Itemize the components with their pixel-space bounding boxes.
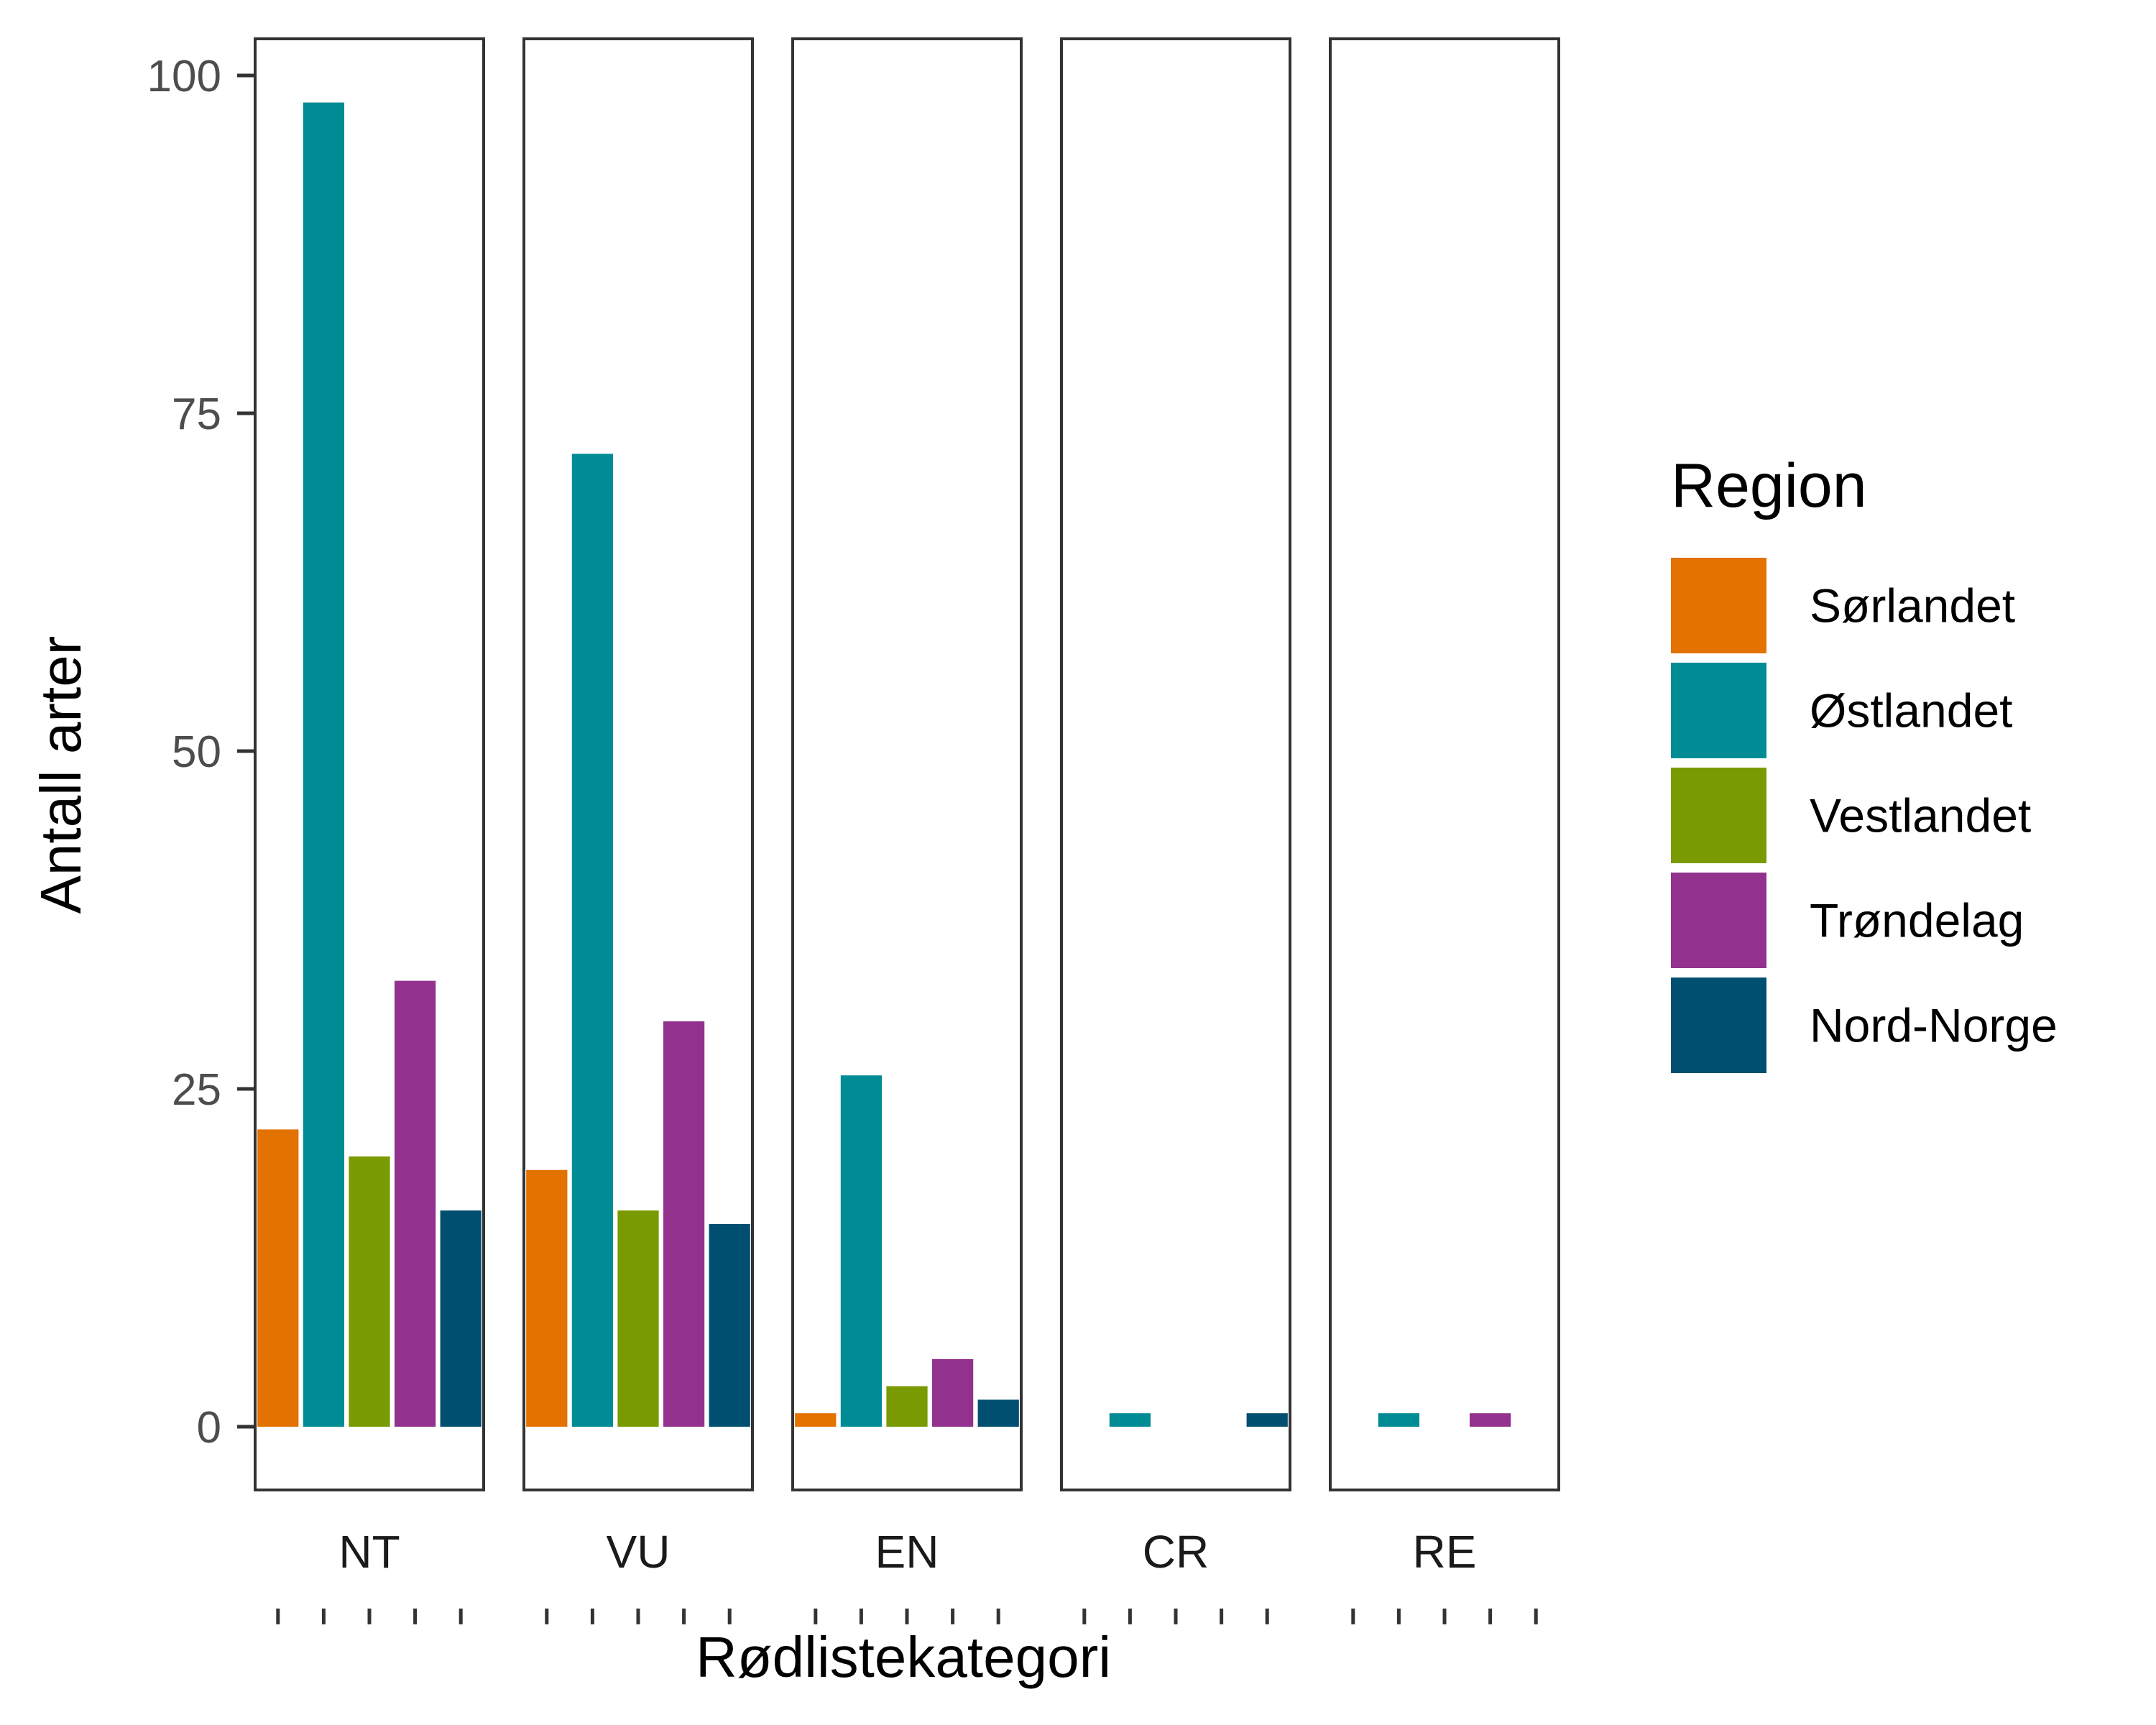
bar-vu-5 [709, 1224, 750, 1427]
y-axis-title: Antall arter [29, 636, 93, 914]
legend: Region Sørlandet Østlandet Vestlandet Trønd… [1671, 451, 2058, 1073]
x-axis-title: Rødlistekategori [696, 1625, 1111, 1689]
y-tick-label: 50 [172, 727, 221, 777]
legend-key-1 [1671, 558, 1766, 653]
facet-panel-re: RE [1329, 37, 1560, 1624]
bar-re-4 [1469, 1413, 1511, 1427]
legend-key-5 [1671, 978, 1766, 1073]
bar-vu-1 [526, 1169, 568, 1427]
facet-panel-nt: NT [254, 37, 485, 1624]
bar-en-5 [977, 1399, 1019, 1427]
bar-en-3 [886, 1386, 928, 1427]
legend-label: Trøndelag [1810, 894, 2024, 947]
legend-label: Vestlandet [1810, 789, 2031, 842]
legend-key-2 [1671, 663, 1766, 758]
panel-border [1060, 37, 1291, 1491]
legend-label: Østlandet [1810, 684, 2013, 737]
bar-en-1 [795, 1413, 837, 1427]
bar-nt-4 [394, 980, 436, 1427]
legend-label: Sørlandet [1810, 579, 2015, 632]
facet-label: NT [338, 1526, 400, 1578]
panel-border [791, 37, 1023, 1491]
legend-key-3 [1671, 768, 1766, 863]
panel-border [522, 37, 754, 1491]
bar-vu-3 [617, 1210, 659, 1427]
y-axis: 0 25 50 75 100 [147, 52, 255, 1453]
facet-panel-en: EN [791, 37, 1023, 1624]
panel-border [254, 37, 485, 1491]
legend-label: Nord-Norge [1810, 999, 2058, 1052]
y-tick-label: 75 [172, 390, 221, 439]
facet-panel-vu: VU [522, 37, 754, 1624]
legend-title: Region [1671, 451, 1867, 520]
bar-nt-2 [303, 102, 345, 1427]
bar-nt-1 [257, 1129, 299, 1427]
bar-re-2 [1378, 1413, 1420, 1427]
y-tick-label: 25 [172, 1065, 221, 1115]
bar-cr-5 [1246, 1413, 1288, 1427]
legend-key-4 [1671, 873, 1766, 968]
facet-label: CR [1143, 1526, 1209, 1578]
bar-en-2 [840, 1075, 883, 1427]
facet-label: VU [607, 1526, 671, 1578]
bar-vu-2 [571, 454, 614, 1427]
bar-nt-5 [440, 1210, 482, 1427]
facet-label: EN [875, 1526, 939, 1578]
panel-border [1329, 37, 1560, 1491]
bar-en-4 [931, 1359, 974, 1427]
bar-nt-3 [349, 1156, 390, 1427]
facet-panel-cr: CR [1060, 37, 1291, 1624]
y-tick-label: 0 [197, 1403, 221, 1453]
bar-cr-2 [1109, 1413, 1151, 1427]
bar-vu-4 [663, 1021, 705, 1427]
facet-panels: NT VU EN CR RE [254, 37, 1560, 1624]
facet-label: RE [1413, 1526, 1477, 1578]
y-tick-label: 100 [147, 52, 221, 101]
